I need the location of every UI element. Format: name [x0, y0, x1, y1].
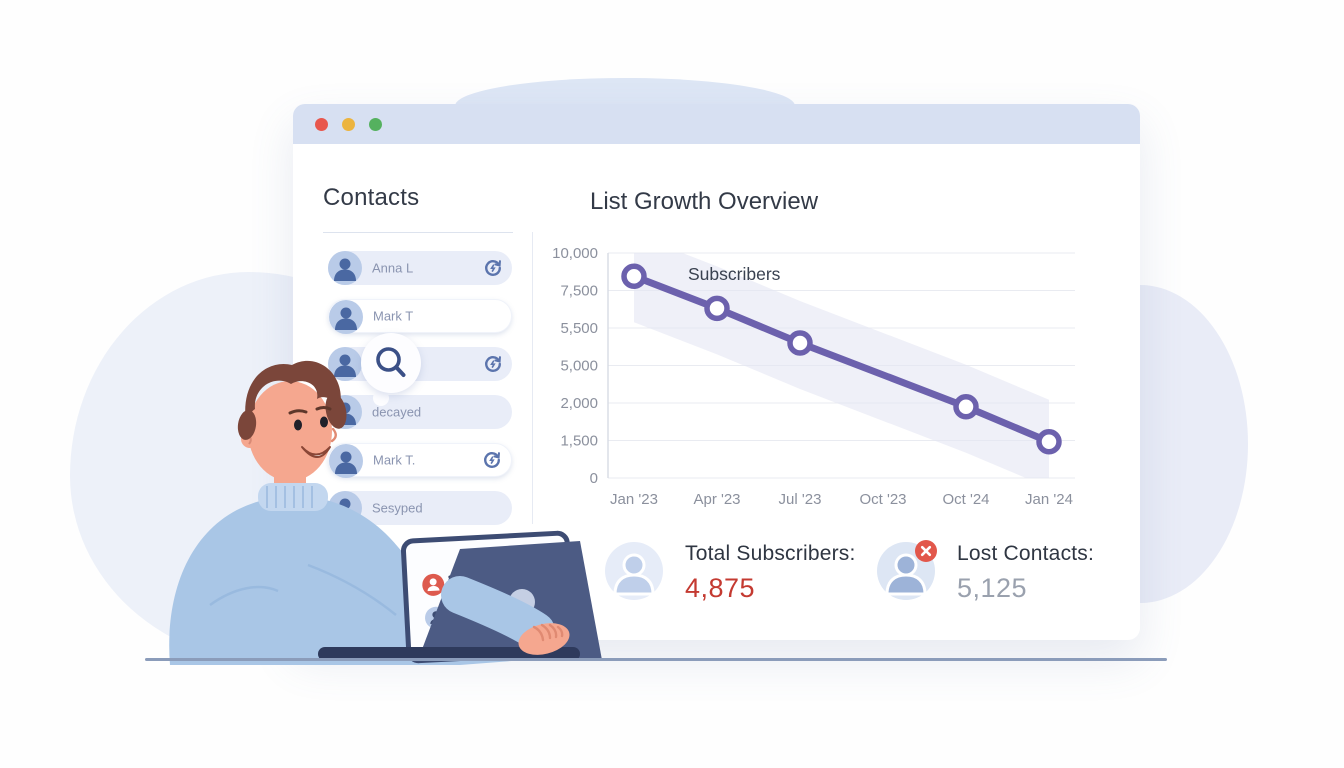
- data-point-marker: [621, 263, 647, 289]
- panel-divider: [532, 232, 533, 524]
- person-hair: [245, 360, 341, 423]
- desk-line: [145, 658, 1167, 661]
- x-tick-label: Jul '23: [779, 491, 822, 508]
- contact-avatar-icon: [328, 251, 362, 285]
- contact-name: Sesyped: [372, 500, 423, 516]
- stat-label: Total Subscribers:: [685, 542, 856, 565]
- contact-avatar-icon: [329, 444, 363, 478]
- x-tick-label: Apr '23: [693, 491, 740, 508]
- data-point-marker: [787, 330, 813, 356]
- series-label: Subscribers: [688, 264, 781, 284]
- person-illustration: [169, 360, 602, 665]
- x-tick-label: Oct '24: [942, 491, 989, 508]
- person-eye: [294, 419, 302, 431]
- lost-contact-avatar-icon: [877, 540, 937, 600]
- contact-avatar-icon: [329, 300, 363, 334]
- chart-line: [630, 272, 1053, 446]
- close-window-dot[interactable]: [315, 117, 328, 131]
- data-point-marker: [1036, 429, 1062, 455]
- person-arm: [441, 576, 555, 650]
- data-point-marker: [704, 295, 730, 322]
- y-tick-label: 0: [590, 470, 598, 487]
- contact-row-mark2[interactable]: Mark T.: [328, 443, 512, 478]
- y-tick-label: 5,500: [560, 320, 598, 337]
- chart-title: List Growth Overview: [590, 188, 819, 215]
- line-chart: 10,000 7,500 5,500 5,000 2,000 1,500 0 Jan '23 A…: [552, 245, 1075, 508]
- confidence-band: [634, 253, 1049, 478]
- contact-name: Mark T: [373, 308, 414, 324]
- y-tick-label: 7,500: [560, 283, 598, 300]
- maximize-window-dot[interactable]: [369, 117, 382, 131]
- data-point-marker: [953, 394, 979, 420]
- contact-avatar-icon: [328, 347, 362, 381]
- browser-titlebar: [293, 104, 1140, 144]
- person-eye: [320, 416, 328, 428]
- y-tick-label: 5,000: [560, 358, 598, 375]
- contact-name: decayed: [372, 404, 422, 420]
- laptop-base: [318, 647, 580, 661]
- search-bubble-tail: [373, 390, 389, 406]
- stat-total-subscribers: Total Subscribers: 4,875: [605, 542, 856, 604]
- x-tick-label: Jan '23: [610, 491, 658, 508]
- contact-name: Anna L: [372, 260, 414, 276]
- contacts-panel-title: Contacts: [323, 184, 420, 211]
- y-tick-label: 1,500: [560, 433, 598, 450]
- stat-label: Lost Contacts:: [957, 542, 1095, 565]
- refresh-icon[interactable]: [482, 353, 504, 375]
- x-tick-label: Oct '23: [859, 491, 906, 508]
- contact-row-mark[interactable]: Mark T: [328, 299, 512, 334]
- stat-value: 4,875: [685, 573, 756, 603]
- search-icon: [376, 347, 406, 377]
- refresh-icon[interactable]: [481, 449, 503, 471]
- x-tick-label: Jan '24: [1025, 491, 1073, 508]
- contact-name: Mark T.: [373, 452, 416, 468]
- contact-row-anna[interactable]: Anna L: [328, 251, 512, 285]
- contact-row-search[interactable]: [328, 347, 512, 381]
- person-smile: [301, 446, 331, 458]
- refresh-icon[interactable]: [482, 257, 504, 279]
- lost-x-badge-icon: [915, 540, 937, 562]
- stat-lost-contacts: Lost Contacts: 5,125: [877, 540, 1095, 604]
- y-tick-label: 2,000: [560, 395, 598, 412]
- contacts-divider: [323, 232, 513, 233]
- minimize-window-dot[interactable]: [342, 117, 355, 131]
- subscriber-avatar-icon: [605, 542, 663, 600]
- contact-row-decayed[interactable]: decayed: [328, 395, 512, 429]
- stat-value: 5,125: [957, 573, 1028, 603]
- y-tick-label: 10,000: [552, 245, 598, 262]
- search-button[interactable]: [361, 333, 421, 393]
